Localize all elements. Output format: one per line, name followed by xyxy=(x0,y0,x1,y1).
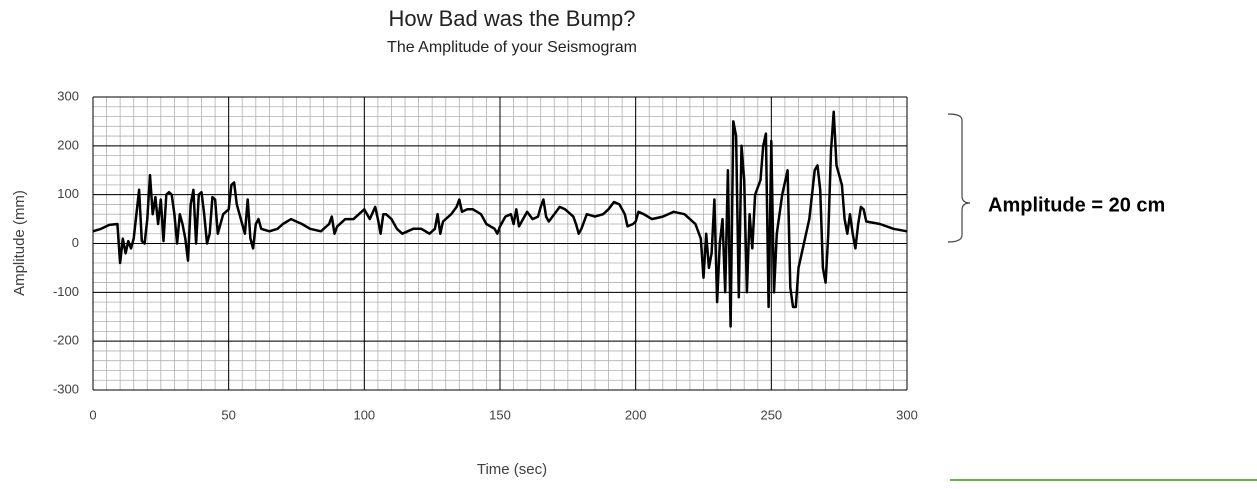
data-line xyxy=(92,110,908,328)
chart-title: How Bad was the Bump? xyxy=(388,6,635,31)
x-tick-label: 50 xyxy=(221,407,235,422)
y-tick-label: -300 xyxy=(53,381,79,396)
x-tick-label: 300 xyxy=(896,407,918,422)
x-tick-label: 150 xyxy=(489,407,511,422)
y-tick-label: -100 xyxy=(53,284,79,299)
x-tick-label: 100 xyxy=(353,407,375,422)
chart-subtitle: The Amplitude of your Seismogram xyxy=(387,39,637,56)
y-tick-label: 0 xyxy=(72,235,79,250)
y-tick-label: -200 xyxy=(53,333,79,348)
x-tick-label: 250 xyxy=(760,407,782,422)
bracket xyxy=(947,113,971,243)
x-tick-label: 200 xyxy=(625,407,647,422)
x-tick-label: 0 xyxy=(89,407,96,422)
y-tick-label: 100 xyxy=(57,186,79,201)
y-axis-label: Amplitude (mm) xyxy=(11,190,28,296)
y-tick-label: 200 xyxy=(57,137,79,152)
x-axis-label: Time (sec) xyxy=(477,461,547,478)
annotation: Amplitude = 20 cm xyxy=(988,194,1165,216)
y-tick-label: 300 xyxy=(57,88,79,103)
